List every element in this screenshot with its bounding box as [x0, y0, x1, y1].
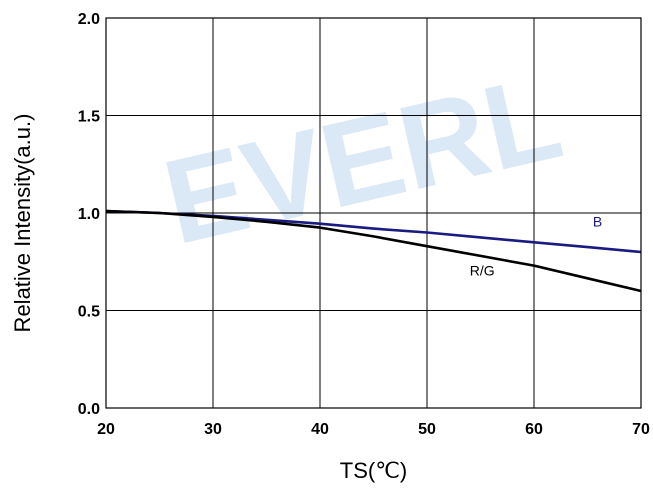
watermark-text: EVERL [153, 49, 573, 270]
x-axis-title: TS(℃) [340, 458, 407, 483]
x-tick-label: 60 [525, 421, 543, 438]
series-label: R/G [470, 262, 495, 278]
series-line-r-g [105, 209, 642, 293]
grid [105, 17, 642, 409]
series-label: B [593, 214, 602, 230]
x-tick-label: 70 [632, 421, 650, 438]
y-tick-label: 0.5 [78, 304, 100, 321]
series-labels: B R/G [470, 214, 602, 279]
y-tick-label: 1.0 [78, 206, 100, 223]
x-tick-label: 30 [204, 421, 222, 438]
plot-frame [105, 17, 642, 409]
y-tick-label: 2.0 [78, 11, 100, 28]
y-axis-title: Relative Intensity(a.u.) [10, 114, 35, 333]
y-tick-label: 1.5 [78, 109, 100, 126]
watermark: EVERL [153, 49, 573, 270]
y-tick-label: 0.0 [78, 401, 100, 418]
tick-labels: 20 30 40 50 60 70 0.0 0.5 1.0 1.5 2.0 [78, 11, 650, 438]
x-tick-label: 50 [418, 421, 436, 438]
x-tick-label: 20 [97, 421, 115, 438]
x-tick-label: 40 [311, 421, 329, 438]
series-lines [105, 209, 642, 293]
